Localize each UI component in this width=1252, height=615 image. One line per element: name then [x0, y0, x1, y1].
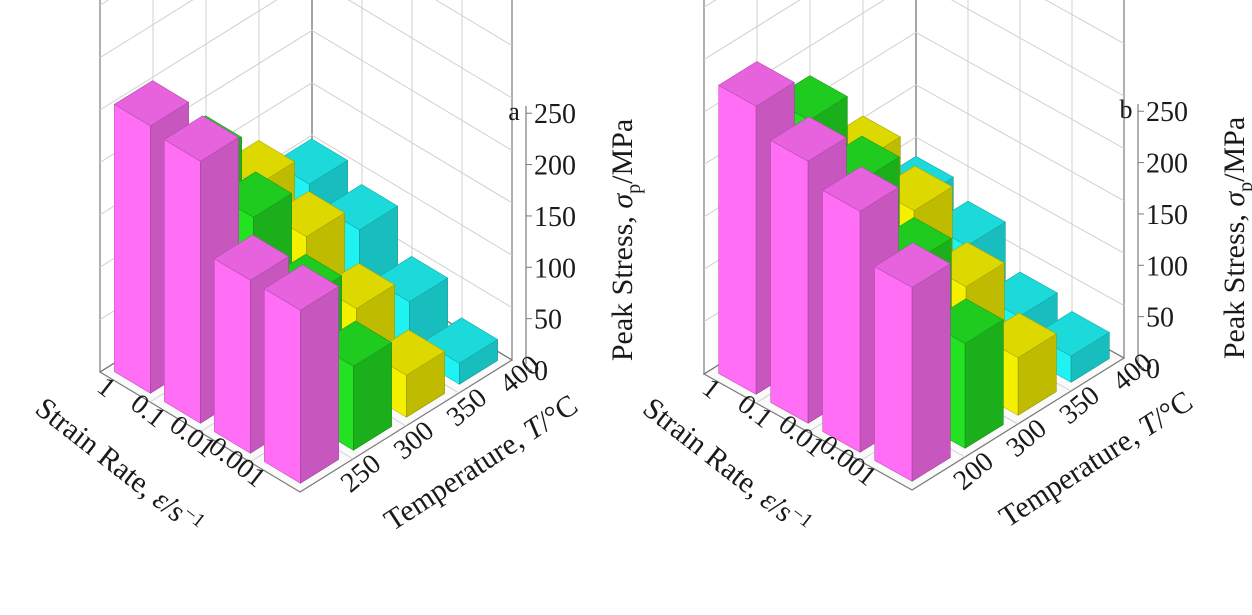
chart-panel-a: 10.10.010.001400350300250050100150200250… — [29, 0, 645, 537]
panel-label: b — [1120, 95, 1133, 124]
ztick-label: 250 — [534, 99, 576, 130]
ztick-label: 150 — [534, 202, 576, 233]
ztick-label: 0 — [534, 356, 548, 387]
ztick-label: 50 — [534, 305, 562, 336]
ztick-label: 200 — [534, 151, 576, 182]
xtick-label: 1 — [91, 371, 121, 404]
ztick-label: 100 — [534, 253, 576, 284]
bars — [113, 80, 499, 484]
z-axis-title: Peak Stress, σp/MPa — [1218, 117, 1252, 359]
chart-panel-b: 1 0.10.010.001400350300200050100150200250… — [637, 0, 1252, 534]
xtick-label: 1 — [696, 373, 726, 406]
ztick-label: 50 — [1146, 303, 1174, 334]
ztick-label: 150 — [1146, 200, 1188, 231]
bar-250C-0.001 — [263, 264, 340, 484]
ztick-label: 0 — [1146, 354, 1160, 385]
z-axis-title: Peak Stress, σp/MPa — [606, 119, 645, 361]
ztick-label: 100 — [1146, 251, 1188, 282]
ztick-label: 250 — [1146, 97, 1188, 128]
bars — [718, 61, 1110, 482]
panel-label: a — [508, 97, 520, 126]
bar-200C-0.001 — [874, 242, 951, 482]
ztick-label: 200 — [1146, 149, 1188, 180]
